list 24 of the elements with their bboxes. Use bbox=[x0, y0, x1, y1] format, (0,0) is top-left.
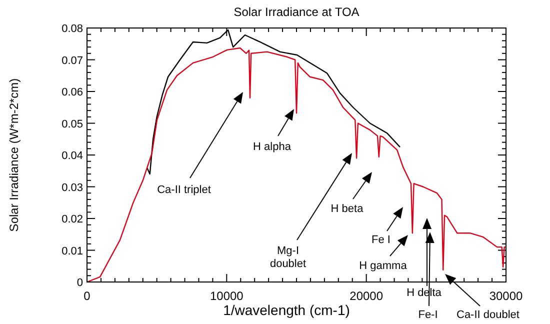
line-series bbox=[86, 47, 507, 283]
y-tick-label: 0.07 bbox=[62, 54, 83, 67]
y-axis-title: Solar Irradiance (W*m-2*cm) bbox=[7, 78, 21, 232]
annotation: H gamma bbox=[359, 260, 408, 272]
annotation: H beta bbox=[330, 203, 364, 215]
text: Fe-I bbox=[418, 309, 438, 321]
y-tick-label: 0.02 bbox=[62, 214, 83, 226]
annotation: Fe I bbox=[372, 234, 390, 246]
x-tick-label: 30000 bbox=[489, 289, 524, 303]
x-axis-title: 1/wavelength (cm-1) bbox=[223, 302, 350, 318]
y-tick-label: 0.03 bbox=[62, 182, 83, 194]
y-tick-label: 0.04 bbox=[62, 150, 83, 162]
annotation: Ca-II triplet bbox=[157, 184, 211, 196]
text: Ca-II doublet bbox=[456, 309, 520, 321]
annotation: H alpha bbox=[253, 141, 292, 153]
y-tick-label: 0 bbox=[76, 277, 83, 289]
y-tick-label: 0.06 bbox=[62, 86, 83, 98]
x-tick-label: 20000 bbox=[350, 289, 384, 303]
chart-title: Solar Irradiance at TOA bbox=[234, 5, 360, 19]
y-tick-label: 0.05 bbox=[62, 118, 83, 130]
x-tick-label: 10000 bbox=[210, 289, 244, 303]
y-tick-label: 0.01 bbox=[62, 245, 83, 258]
annotation: Mg-I doublet bbox=[270, 245, 306, 270]
y-tick-label: 0.08 bbox=[62, 23, 83, 35]
